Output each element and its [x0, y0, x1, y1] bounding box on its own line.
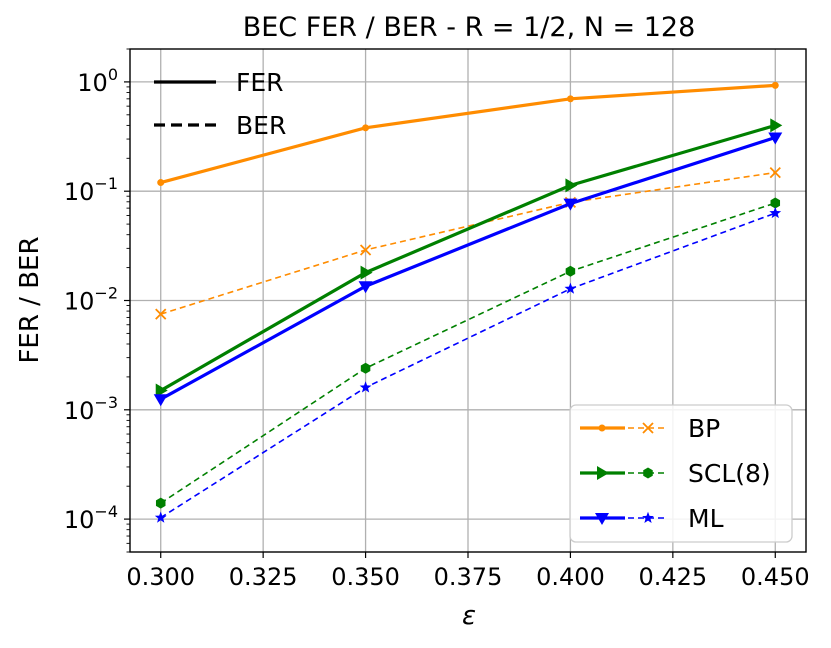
x-tick-label: 0.350: [331, 563, 400, 591]
data-point-ml-fer: [358, 281, 373, 294]
legend-label-scl8: SCL(8): [688, 459, 771, 488]
legend-label-ber: BER: [236, 111, 286, 140]
x-axis-label: ε: [462, 601, 476, 631]
data-point-scl8-ber: [770, 197, 781, 209]
y-tick-label: 10−1: [64, 174, 118, 206]
legend-label-ml: ML: [688, 504, 724, 533]
decoder-legend: BP SCL(8) ML: [569, 404, 793, 543]
series-line-scl8-fer: [159, 123, 776, 392]
x-tick-label: 0.400: [536, 563, 605, 591]
data-point-bp-fer: [362, 124, 370, 132]
data-point-scl8-fer: [155, 383, 168, 398]
legend-ber-marker-bp: [642, 422, 654, 434]
y-tick-label: 10−2: [64, 284, 118, 316]
y-axis-label: FER / BER: [15, 236, 45, 363]
series-line-ml-ber: [160, 212, 776, 519]
legend-fer-marker-bp: [598, 424, 606, 432]
data-point-bp-ber: [769, 166, 781, 179]
decoder-legend-frame: [569, 404, 793, 543]
data-point-ml-fer: [768, 132, 783, 145]
data-point-scl8-ber: [565, 265, 576, 277]
plot-area: 0.300 0.325 0.350 0.375 0.400 0.425 0.450 100 10…: [64, 48, 810, 591]
data-point-scl8-fer: [565, 178, 578, 193]
legend-ber-marker-scl8: [643, 467, 653, 479]
legend-fer-marker-scl8: [597, 466, 609, 480]
legend-ber-marker-ml: [642, 511, 654, 524]
y-tick-label: 100: [77, 65, 118, 97]
data-point-bp-ber: [359, 244, 372, 256]
legend-label-fer: FER: [236, 68, 284, 97]
y-tick-label: 10−3: [64, 393, 118, 425]
data-point-ml-ber: [564, 282, 577, 294]
data-point-scl8-ber: [360, 362, 371, 374]
legend-label-bp: BP: [688, 414, 720, 443]
legend-fer-marker-ml: [595, 513, 609, 525]
chart-title: BEC FER / BER - R = 1/2, N = 128: [243, 12, 696, 43]
x-tick-label: 0.325: [229, 563, 298, 591]
data-point-bp-ber: [155, 308, 167, 320]
x-tick-label: 0.450: [741, 563, 810, 591]
data-point-scl8-fer: [360, 265, 373, 280]
data-point-ml-ber: [359, 381, 372, 393]
series-line-bp-fer: [160, 83, 776, 185]
data-point-bp-fer: [157, 179, 165, 187]
data-point-ml-ber: [154, 511, 167, 523]
data-point-scl8-ber: [155, 497, 166, 509]
x-tick-label: 0.375: [434, 563, 503, 591]
data-point-ml-fer: [153, 394, 168, 407]
x-tick-label: 0.300: [126, 563, 195, 591]
series-line-scl8-ber: [160, 202, 776, 504]
data-point-bp-fer: [771, 81, 779, 89]
data-point-ml-fer: [563, 198, 578, 211]
data-point-bp-fer: [566, 95, 574, 103]
x-tick-label: 0.425: [638, 563, 707, 591]
y-tick-label: 10−4: [64, 502, 118, 534]
style-legend: FER BER: [154, 68, 286, 140]
series-line-ml-fer: [159, 135, 776, 401]
data-point-ml-ber: [769, 206, 782, 219]
data-point-scl8-fer: [770, 118, 783, 133]
